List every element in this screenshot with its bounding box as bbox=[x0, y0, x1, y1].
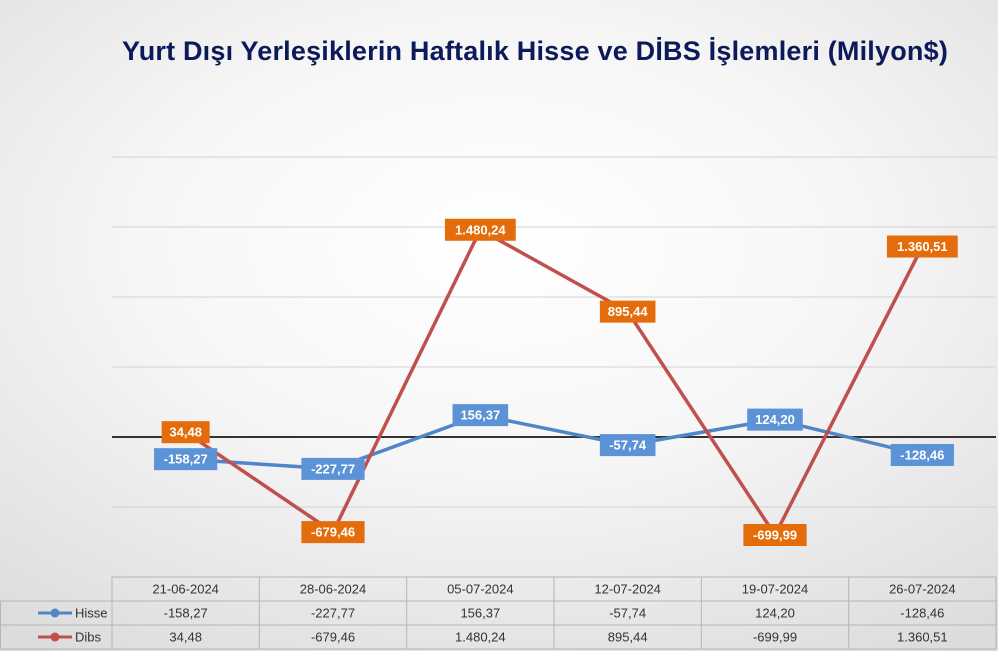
data-label-box bbox=[599, 300, 656, 323]
data-label: 156,37 bbox=[460, 408, 500, 423]
table-header: 05-07-2024 bbox=[447, 582, 514, 597]
table-header: 26-07-2024 bbox=[889, 582, 956, 597]
data-label-box bbox=[301, 521, 365, 544]
data-label-box bbox=[599, 434, 656, 457]
table-cell: -679,46 bbox=[311, 630, 355, 645]
data-label-box bbox=[747, 408, 803, 431]
data-label: -57,74 bbox=[609, 438, 647, 453]
data-label-box bbox=[886, 235, 958, 258]
table-cell: 1.480,24 bbox=[455, 630, 506, 645]
data-label: -158,27 bbox=[164, 452, 208, 467]
legend-label: Dibs bbox=[75, 630, 102, 645]
data-label-box bbox=[890, 443, 954, 466]
data-label: -679,46 bbox=[311, 525, 355, 540]
table-cell: 124,20 bbox=[755, 606, 795, 621]
table-cell: -227,77 bbox=[311, 606, 355, 621]
data-label: 895,44 bbox=[608, 304, 649, 319]
table-cell: 34,48 bbox=[169, 630, 202, 645]
table-cell: -699,99 bbox=[753, 630, 797, 645]
data-label: -227,77 bbox=[311, 461, 355, 476]
data-label-box bbox=[301, 457, 365, 480]
legend-label: Hisse bbox=[75, 606, 108, 621]
table-cell: -57,74 bbox=[609, 606, 646, 621]
data-label-box bbox=[452, 404, 509, 427]
data-label-box bbox=[161, 421, 210, 444]
data-label: 34,48 bbox=[169, 425, 202, 440]
legend-marker-hisse bbox=[50, 608, 60, 618]
table-cell: -158,27 bbox=[164, 606, 208, 621]
data-label: 1.360,51 bbox=[897, 239, 948, 254]
table-header: 28-06-2024 bbox=[300, 582, 367, 597]
table-cell: -128,46 bbox=[900, 606, 944, 621]
series-line-dibs bbox=[184, 228, 924, 537]
table-cell: 1.360,51 bbox=[897, 630, 948, 645]
table-cell: 156,37 bbox=[460, 606, 500, 621]
table-cell: 895,44 bbox=[608, 630, 648, 645]
data-label: -128,46 bbox=[900, 447, 944, 462]
legend-marker-dibs bbox=[50, 632, 60, 642]
chart-title: Yurt Dışı Yerleşiklerin Haftalık Hisse v… bbox=[121, 36, 949, 66]
table-header: 21-06-2024 bbox=[152, 582, 219, 597]
data-label-box bbox=[154, 448, 218, 471]
data-label-box bbox=[743, 523, 807, 546]
data-label: 124,20 bbox=[755, 412, 795, 427]
data-label: -699,99 bbox=[753, 527, 797, 542]
data-label: 1.480,24 bbox=[455, 222, 506, 237]
data-label-box bbox=[444, 218, 516, 241]
table-header: 19-07-2024 bbox=[742, 582, 809, 597]
table-header: 12-07-2024 bbox=[594, 582, 661, 597]
